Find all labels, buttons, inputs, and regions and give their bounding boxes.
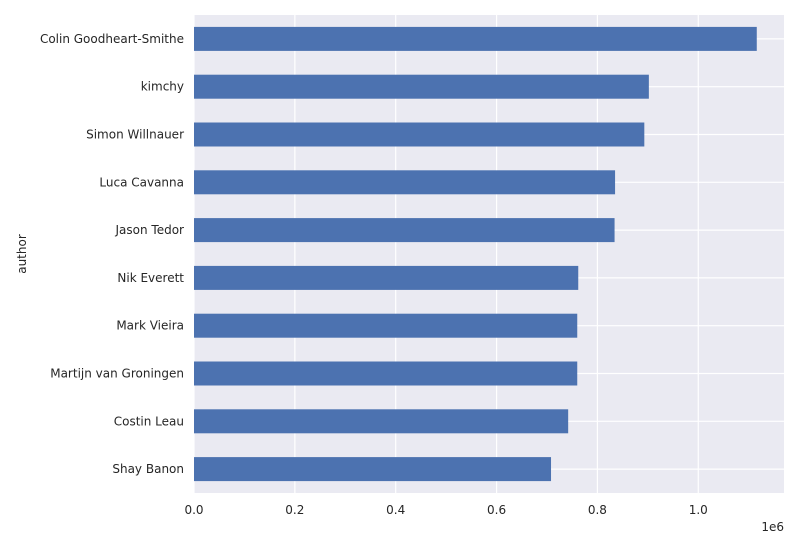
y-tick-label: kimchy xyxy=(141,80,184,94)
y-tick-label: Colin Goodheart-Smithe xyxy=(40,32,184,46)
bar xyxy=(194,122,645,147)
y-tick-label: Shay Banon xyxy=(112,462,184,476)
y-tick-label: Martijn van Groningen xyxy=(50,367,184,381)
x-tick-label: 0.0 xyxy=(184,503,203,517)
y-tick-label: Jason Tedor xyxy=(115,223,185,237)
bar xyxy=(194,218,615,243)
bars xyxy=(194,26,757,482)
bar xyxy=(194,265,579,290)
bar xyxy=(194,26,757,51)
x-axis-scale-label: 1e6 xyxy=(761,520,784,534)
x-tick-label: 0.2 xyxy=(285,503,304,517)
bar xyxy=(194,170,616,195)
y-tick-labels: Colin Goodheart-Smithe kimchy Simon Willna… xyxy=(40,32,184,476)
y-tick-label: Luca Cavanna xyxy=(99,175,184,189)
y-axis-label: author xyxy=(15,234,29,274)
bar xyxy=(194,74,649,99)
y-tick-label: Mark Vieira xyxy=(116,319,184,333)
bar xyxy=(194,409,569,434)
x-tick-label: 0.8 xyxy=(588,503,607,517)
bar xyxy=(194,457,552,482)
bar xyxy=(194,313,578,338)
x-tick-label: 0.6 xyxy=(487,503,506,517)
y-tick-label: Simon Willnauer xyxy=(86,128,184,142)
x-tick-label: 1.0 xyxy=(689,503,708,517)
y-tick-label: Costin Leau xyxy=(114,414,184,428)
x-tick-labels: 0.0 0.2 0.4 0.6 0.8 1.0 xyxy=(184,503,707,517)
bar xyxy=(194,361,578,386)
y-tick-label: Nik Everett xyxy=(117,271,184,285)
x-tick-label: 0.4 xyxy=(386,503,405,517)
